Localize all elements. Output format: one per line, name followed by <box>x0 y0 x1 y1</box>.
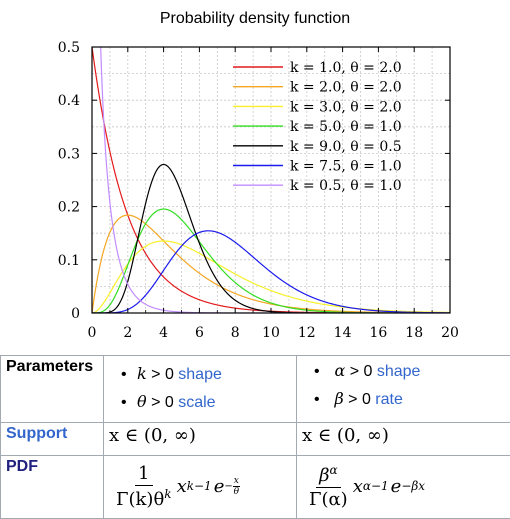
parameters-right-cell: • α > 0 shape • β > 0 rate <box>297 356 510 423</box>
legend-label: k = 7.5, θ = 1.0 <box>290 159 402 175</box>
legend-label: k = 3.0, θ = 2.0 <box>290 99 402 115</box>
legend-label: k = 2.0, θ = 2.0 <box>290 80 402 96</box>
y-tick-label: 0.3 <box>58 146 80 162</box>
x-tick-label: 20 <box>441 325 459 341</box>
x-tick-label: 18 <box>405 325 423 341</box>
x-tick-label: 0 <box>88 325 97 341</box>
distribution-info-table: Parameters •k > 0 shape •θ > 0 scale • α… <box>0 355 510 519</box>
support-left-cell: x ∈ (0, ∞) <box>104 423 297 456</box>
legend: k = 1.0, θ = 2.0 k = 2.0, θ = 2.0 k = 3.0,… <box>233 60 402 194</box>
parameters-left-cell: •k > 0 shape •θ > 0 scale <box>104 356 297 423</box>
y-tick-label: 0.5 <box>58 40 80 56</box>
pdf-label[interactable]: PDF <box>1 456 104 519</box>
x-tick-label: 2 <box>123 325 132 341</box>
param-k-item: •k > 0 shape <box>121 364 291 384</box>
y-tick-label: 0 <box>71 306 80 322</box>
x-tick-label: 14 <box>334 325 352 341</box>
x-tick-label: 6 <box>195 325 204 341</box>
x-tick-label: 12 <box>298 325 316 341</box>
legend-label: k = 1.0, θ = 2.0 <box>290 60 402 76</box>
shape-link[interactable]: shape <box>178 366 222 383</box>
chart-area: Probability density function 0 2 4 6 8 10 12 14… <box>0 0 510 355</box>
parameters-row: Parameters •k > 0 shape •θ > 0 scale • α… <box>1 356 510 423</box>
chart-title: Probability density function <box>160 10 350 27</box>
x-tick-label: 10 <box>262 325 280 341</box>
gamma-pdf-chart: Probability density function 0 2 4 6 8 10 12 14… <box>0 0 510 355</box>
legend-label: k = 0.5, θ = 1.0 <box>290 178 402 194</box>
support-row: Support x ∈ (0, ∞) x ∈ (0, ∞) <box>1 423 510 456</box>
support-right-cell: x ∈ (0, ∞) <box>297 423 510 456</box>
y-tick-label: 0.4 <box>58 93 80 109</box>
shape-link-2[interactable]: shape <box>377 363 421 380</box>
scale-link[interactable]: scale <box>178 394 215 411</box>
x-tick-label: 16 <box>369 325 387 341</box>
support-label[interactable]: Support <box>1 423 104 456</box>
rate-link[interactable]: rate <box>375 391 403 408</box>
y-tick-label: 0.2 <box>58 200 80 216</box>
x-tick-label: 4 <box>159 325 168 341</box>
x-tick-label: 8 <box>231 325 240 341</box>
legend-label: k = 5.0, θ = 1.0 <box>290 119 402 135</box>
parameters-label: Parameters <box>1 356 104 423</box>
param-theta-item: •θ > 0 scale <box>121 392 291 412</box>
y-tick-label: 0.1 <box>58 253 80 269</box>
param-beta-item: • β > 0 rate <box>314 389 505 409</box>
legend-label: k = 9.0, θ = 0.5 <box>290 139 402 155</box>
param-alpha-item: • α > 0 shape <box>314 361 505 381</box>
